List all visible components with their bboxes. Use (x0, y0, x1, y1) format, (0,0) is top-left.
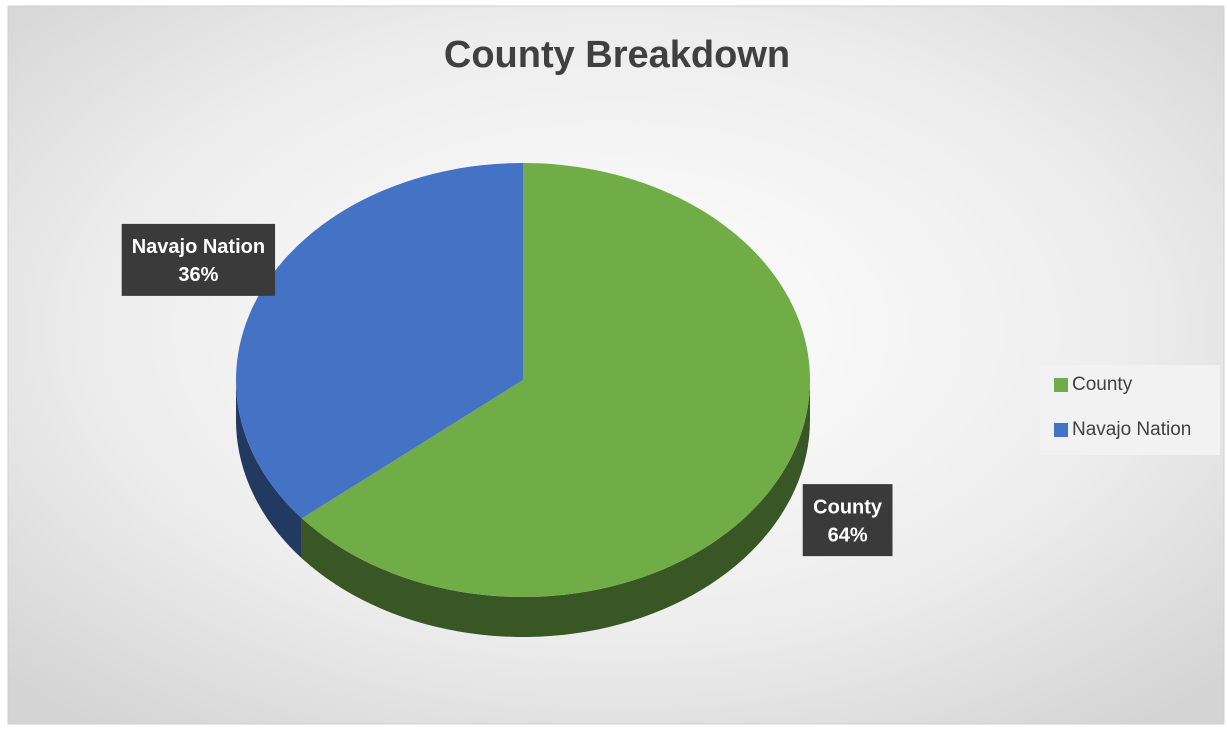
slice-side (301, 380, 810, 637)
legend-label: County (1072, 374, 1133, 395)
legend-box (1040, 365, 1220, 455)
data-label: County 64% (802, 484, 893, 557)
data-label-box (802, 484, 893, 557)
legend-swatch (1054, 378, 1068, 392)
data-label: Navajo Nation 36% (121, 223, 276, 296)
data-label-box (121, 223, 276, 296)
pie-slice (301, 163, 810, 597)
data-label-name: County (813, 496, 883, 518)
chart-title: County Breakdown (444, 34, 790, 76)
legend-label: Navajo Nation (1072, 419, 1191, 440)
data-label-value: 64% (828, 524, 868, 546)
data-label-value: 36% (178, 264, 218, 286)
slice-side (236, 380, 302, 559)
legend-swatch (1054, 423, 1068, 437)
data-label-name: Navajo Nation (132, 236, 265, 258)
pie-slice (236, 163, 524, 519)
